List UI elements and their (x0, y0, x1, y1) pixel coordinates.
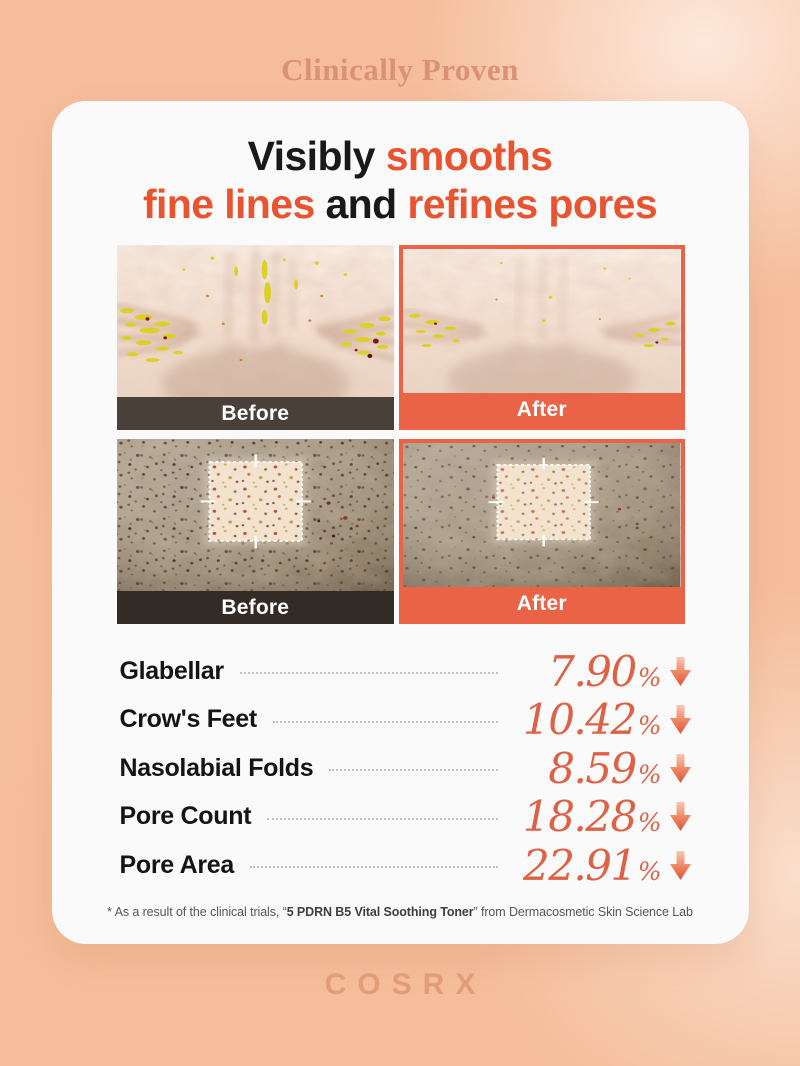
before-pore-tile: Before (116, 439, 394, 625)
headline-word-3: fine lines (142, 180, 315, 227)
stat-value: 8.59% (548, 743, 662, 793)
stats-list: Glabellar 7.90% Crow's Feet 10.42% Nasol… (52, 647, 749, 890)
before-label: Before (116, 397, 394, 431)
headline-word-5: refines pores (407, 180, 658, 227)
decrease-arrow-icon (669, 705, 691, 735)
footnote-prefix: * As a result of the clinical trials, “ (107, 904, 287, 919)
after-wrinkle-tile: After (399, 245, 685, 431)
stat-label: Nasolabial Folds (119, 753, 314, 782)
before-label: Before (116, 591, 394, 625)
percent-sign: % (637, 662, 662, 692)
percent-sign: % (637, 759, 662, 789)
dotted-leader (272, 720, 498, 723)
pore-comparison: Before (52, 439, 749, 625)
headline-word-2: smooths (385, 133, 553, 179)
decrease-arrow-icon (669, 850, 691, 880)
before-wrinkle-photo (116, 245, 394, 398)
dotted-leader (239, 672, 498, 675)
footnote: * As a result of the clinical trials, “5… (62, 905, 739, 919)
stat-label: Glabellar (119, 656, 225, 685)
stat-row-pore-area: Pore Area 22.91% (120, 841, 691, 890)
stat-label: Pore Count (119, 802, 252, 831)
stat-row-glabellar: Glabellar 7.90% (120, 647, 691, 696)
after-label: After (403, 393, 681, 427)
stat-label: Pore Area (119, 850, 235, 879)
stat-value: 7.90% (548, 646, 662, 696)
headline-word-4: and (325, 180, 397, 227)
stat-value: 18.28% (522, 792, 662, 842)
before-wrinkle-tile: Before (116, 245, 394, 431)
stat-row-crows-feet: Crow's Feet 10.42% (119, 695, 691, 745)
before-pore-photo (116, 439, 394, 592)
footnote-suffix: ” from Dermacosmetic Skin Science Lab (473, 904, 693, 919)
dotted-leader (329, 769, 498, 772)
stat-row-pore-count: Pore Count 18.28% (119, 792, 691, 842)
dotted-leader (250, 866, 498, 869)
dotted-leader (267, 817, 498, 820)
wrinkle-comparison: Before (52, 245, 749, 431)
footnote-product: 5 PDRN B5 Vital Soothing Toner (286, 904, 474, 919)
after-wrinkle-photo (403, 249, 681, 394)
after-pore-tile: After (399, 439, 685, 625)
eyebrow-title: Clinically Proven (281, 52, 519, 87)
after-pore-photo (403, 443, 681, 588)
percent-sign: % (637, 808, 662, 838)
percent-sign: % (637, 856, 662, 886)
decrease-arrow-icon (669, 802, 691, 832)
results-card: Visibly smooths fine lines and refines p… (51, 101, 749, 944)
stat-value: 10.42% (522, 695, 662, 745)
decrease-arrow-icon (669, 753, 691, 783)
decrease-arrow-icon (669, 656, 691, 686)
stat-label: Crow's Feet (119, 705, 258, 734)
headline: Visibly smooths fine lines and refines p… (52, 133, 749, 228)
headline-word-1: Visibly (247, 133, 376, 179)
percent-sign: % (637, 711, 662, 741)
after-label: After (403, 587, 681, 621)
stat-row-nasolabial-folds: Nasolabial Folds 8.59% (120, 744, 691, 793)
brand-logo: COSRX (324, 968, 487, 1001)
stat-value: 22.91% (522, 840, 662, 890)
